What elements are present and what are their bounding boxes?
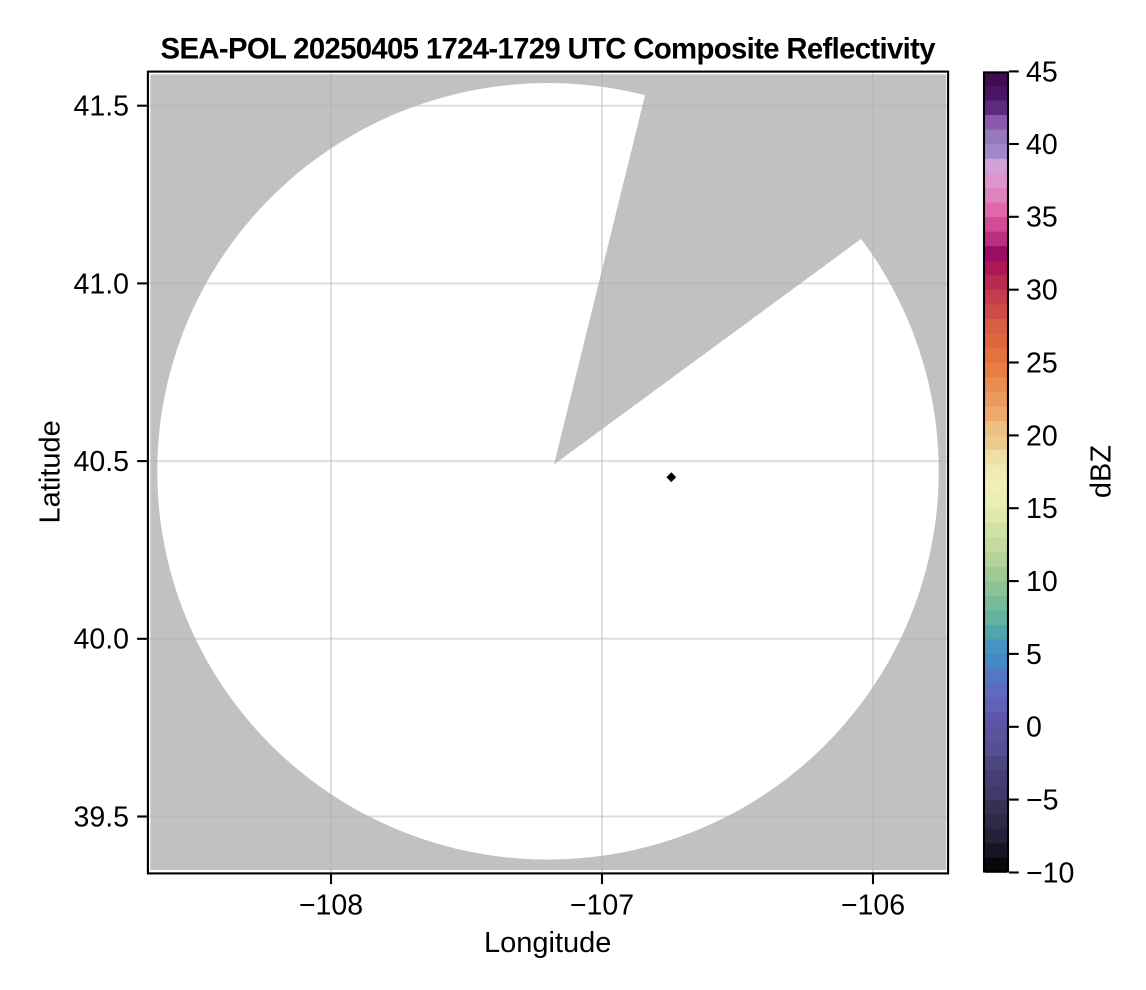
svg-text:20: 20 <box>1026 420 1058 452</box>
svg-text:0: 0 <box>1026 712 1042 744</box>
svg-text:45: 45 <box>1026 56 1058 88</box>
svg-text:39.5: 39.5 <box>74 801 129 833</box>
svg-text:Latitude: Latitude <box>35 420 67 523</box>
svg-text:−10: −10 <box>1026 857 1074 889</box>
svg-text:41.5: 41.5 <box>74 91 129 123</box>
svg-text:5: 5 <box>1026 639 1042 671</box>
svg-text:25: 25 <box>1026 347 1058 379</box>
svg-text:40: 40 <box>1026 129 1058 161</box>
svg-text:40.0: 40.0 <box>74 624 129 656</box>
svg-text:41.0: 41.0 <box>74 268 129 300</box>
svg-text:−107: −107 <box>570 890 634 922</box>
svg-text:30: 30 <box>1026 275 1058 307</box>
svg-text:35: 35 <box>1026 202 1058 234</box>
svg-text:−106: −106 <box>841 890 905 922</box>
svg-text:−5: −5 <box>1026 785 1059 817</box>
svg-text:40.5: 40.5 <box>74 446 129 478</box>
svg-text:−108: −108 <box>299 890 363 922</box>
svg-text:SEA-POL 20250405 1724-1729 UTC: SEA-POL 20250405 1724-1729 UTC Composite… <box>161 33 937 66</box>
svg-text:10: 10 <box>1026 566 1058 598</box>
svg-text:Longitude: Longitude <box>484 927 611 959</box>
svg-text:dBZ: dBZ <box>1086 445 1118 498</box>
svg-text:15: 15 <box>1026 493 1058 525</box>
